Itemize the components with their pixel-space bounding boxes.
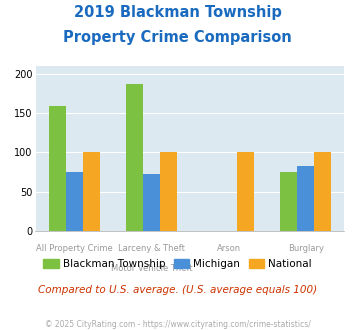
Text: Compared to U.S. average. (U.S. average equals 100): Compared to U.S. average. (U.S. average … [38, 285, 317, 295]
Bar [143, 175, 160, 231]
Bar [280, 172, 297, 231]
Text: Arson: Arson [217, 244, 241, 253]
Bar [66, 172, 83, 231]
Text: Property Crime Comparison: Property Crime Comparison [63, 30, 292, 45]
Text: Larceny & Theft: Larceny & Theft [118, 244, 185, 253]
Text: Motor Vehicle Theft: Motor Vehicle Theft [110, 264, 192, 273]
Bar [49, 106, 66, 231]
Bar [126, 84, 143, 231]
Bar [83, 152, 100, 231]
Text: Burglary: Burglary [288, 244, 324, 253]
Bar [160, 152, 177, 231]
Legend: Blackman Township, Michigan, National: Blackman Township, Michigan, National [39, 254, 316, 273]
Bar [237, 152, 254, 231]
Text: All Property Crime: All Property Crime [36, 244, 113, 253]
Bar [297, 166, 314, 231]
Bar [314, 152, 331, 231]
Text: 2019 Blackman Township: 2019 Blackman Township [73, 5, 282, 20]
Text: © 2025 CityRating.com - https://www.cityrating.com/crime-statistics/: © 2025 CityRating.com - https://www.city… [45, 320, 310, 329]
